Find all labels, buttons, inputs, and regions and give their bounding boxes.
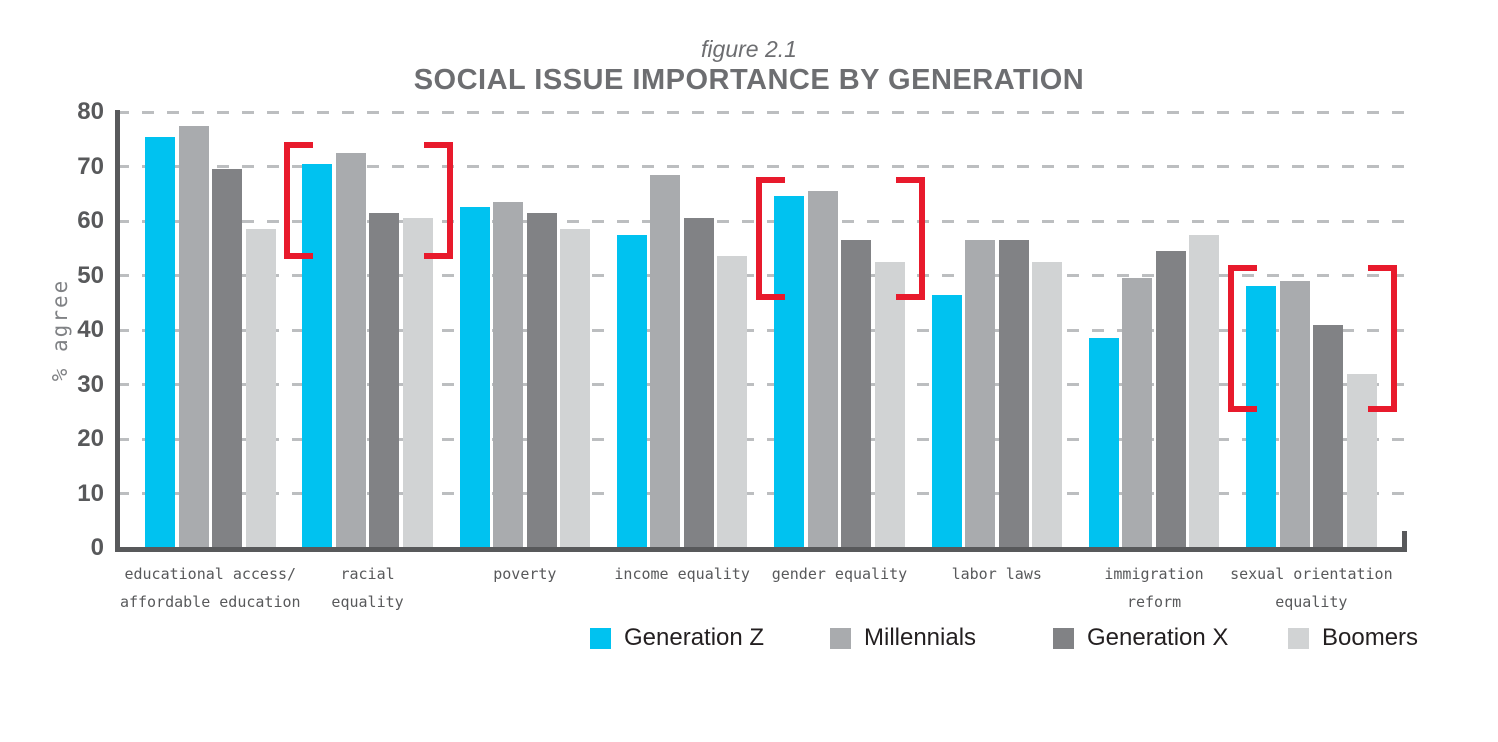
legend-swatch [590,627,611,649]
y-tick-label: 50 [77,261,104,289]
bar [369,212,400,548]
bar [302,163,333,548]
highlight-bracket-right [423,141,453,260]
x-category-label: immigration reform [1104,565,1204,611]
gridline [117,492,1412,495]
legend-swatch [1288,627,1309,649]
legend-label: Millennials [864,624,977,651]
bar [1032,261,1062,548]
x-axis-end-tick [1402,531,1407,552]
legend-swatch [830,627,851,649]
bar [1155,250,1186,548]
y-axis-line [115,110,120,552]
x-category-label: poverty [493,565,557,583]
legend-swatch [1053,627,1074,649]
bar [560,229,591,548]
x-category-label: racial equality [331,565,404,611]
legend: Generation Z Millennials Generation X Boome… [0,624,1498,664]
bar [335,152,366,548]
y-tick-label: 0 [90,534,104,561]
bar [145,136,175,548]
bar [874,261,905,548]
x-category-label: income equality [614,565,750,583]
gridline [117,274,1412,277]
legend-label: Boomers [1322,624,1419,651]
y-tick-label: 20 [77,425,104,452]
highlight-bracket-left [1228,264,1258,412]
bar [616,234,647,548]
bar [717,256,748,548]
y-tick-label: 70 [77,152,104,180]
bar [526,212,557,548]
gridline [117,383,1412,386]
bar [1346,373,1377,548]
highlight-bracket-right [895,177,925,301]
bar [245,229,276,548]
x-category-label: educational access/ affordable education [119,565,301,611]
bar [1246,286,1277,548]
bar [459,207,490,548]
legend-item: Millennials [830,624,976,652]
x-category-label: labor laws [951,565,1042,583]
bar [774,196,805,548]
bar [212,169,242,548]
figure-label: figure 2.1 [701,36,797,62]
bar [931,294,962,548]
legend-label: Generation Z [624,624,765,651]
highlight-bracket-left [756,177,786,301]
x-category-label: gender equality [771,565,908,583]
bar [650,174,681,548]
bar [1088,338,1119,548]
gridline [117,165,1412,168]
gridline [117,437,1412,441]
y-tick-label: 40 [77,316,104,343]
legend-item: Generation Z [590,624,764,652]
bar [841,240,872,548]
bar [683,218,714,548]
bar [1122,278,1153,548]
bar [807,191,838,548]
y-tick-label: 10 [77,479,104,507]
y-tick-label: 80 [77,98,104,125]
bar [1279,280,1310,548]
bar [1189,234,1220,548]
bar [998,240,1029,548]
highlight-bracket-right [1367,264,1397,412]
x-category-label: sexual orientation equality [1230,565,1393,611]
chart-title: SOCIAL ISSUE IMPORTANCE BY GENERATION [413,64,1085,96]
legend-item: Boomers [1288,624,1418,652]
legend-label: Generation X [1087,624,1229,651]
legend-item: Generation X [1053,624,1228,652]
gridline [117,328,1412,332]
bar [1313,324,1344,548]
bar [178,125,209,548]
y-tick-label: 30 [77,370,104,398]
gridline [117,219,1412,223]
bar [493,201,524,548]
bar [402,218,433,548]
x-axis-line [115,547,1407,552]
y-axis-label: % agree [48,278,72,382]
highlight-bracket-left [284,141,314,260]
y-tick-label: 60 [77,207,104,234]
bar [965,240,995,548]
gridline [117,110,1412,114]
